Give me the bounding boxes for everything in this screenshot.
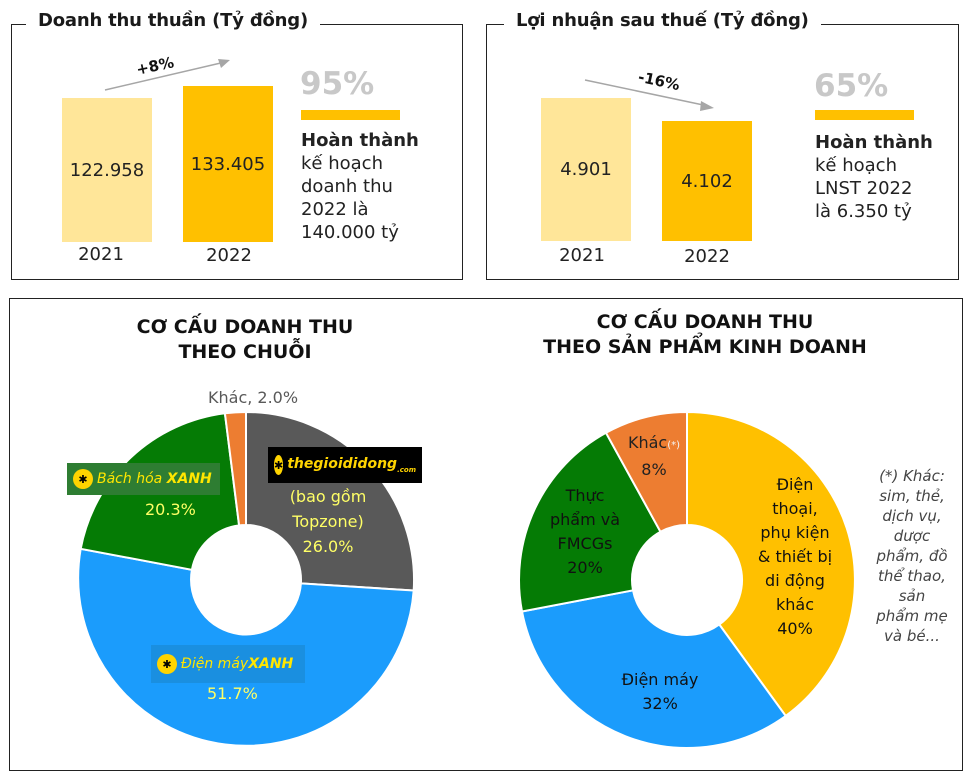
footnote-line: dược — [893, 527, 931, 545]
product-other-name: Khác — [627, 433, 668, 452]
revenue-bar-2021: 122.958 — [62, 98, 152, 242]
revenue-growth-arrow-icon — [104, 59, 230, 91]
revenue-year-2022: 2022 — [206, 245, 252, 266]
profit-year-2022: 2022 — [684, 246, 730, 267]
product-phone-line: Điện — [776, 475, 814, 494]
profit-note-line: là 6.350 tỷ — [815, 201, 912, 222]
profit-bar-2022-value: 4.102 — [681, 170, 733, 192]
tgdd-label-line: 26.0% — [302, 537, 354, 556]
tgdd-logo-text: thegioididong — [287, 456, 398, 473]
bhx-logo-text: Bách hóa — [97, 471, 163, 487]
revenue-note-line: doanh thu — [301, 176, 393, 197]
chain-chart-title-line: CƠ CẤU DOANH THU — [136, 316, 354, 338]
product-appliance-line: Điện máy — [621, 670, 699, 689]
bhx-logo-icon: ✱ — [73, 469, 93, 489]
revenue-note-line: kế hoạch — [301, 153, 383, 174]
revenue-note-line: 140.000 tỷ — [301, 222, 399, 243]
dmx-logo: ✱ Điện máyXANH — [151, 645, 305, 683]
profit-completion-note: Hoàn thành kế hoạch LNST 2022 là 6.350 t… — [815, 131, 933, 223]
chain-other-label: Khác, 2.0% — [208, 388, 299, 407]
footnote-line: sản — [898, 587, 926, 605]
chain-chart-title-line: THEO CHUỖI — [178, 341, 312, 363]
product-food-label: Thực phẩm và FMCGs 20% — [540, 484, 630, 580]
bhx-pct: 20.3% — [145, 500, 196, 519]
profit-panel-title: Lợi nhuận sau thuế (Tỷ đồng) — [504, 10, 821, 31]
product-phone-line: khác — [775, 595, 814, 614]
footnote-line: phẩm mẹ — [876, 607, 948, 625]
product-phone-line: thoại, — [772, 499, 818, 518]
profit-note-line: LNST 2022 — [815, 178, 913, 199]
product-appliance-label: Điện máy 32% — [600, 668, 720, 716]
profit-note-line: kế hoạch — [815, 155, 897, 176]
footnote-line: (*) Khác: — [879, 467, 945, 485]
revenue-panel-title: Doanh thu thuần (Tỷ đồng) — [26, 10, 320, 31]
tgdd-label-line: Topzone) — [292, 512, 364, 531]
revenue-bar-2022-value: 133.405 — [190, 153, 266, 175]
bhx-logo: ✱ Bách hóa XANH — [67, 463, 220, 495]
revenue-completion-bar — [301, 110, 400, 120]
product-other-label: Khác(*) 8% — [614, 431, 694, 482]
product-food-line: FMCGs — [557, 534, 613, 553]
footnote-line: phẩm, đồ — [876, 547, 948, 565]
profit-completion-pct: 65% — [814, 68, 889, 104]
product-food-line: phẩm và — [549, 510, 621, 529]
bhx-logo-text-bold: XANH — [166, 471, 212, 487]
product-phone-line: & thiết bị — [757, 547, 833, 566]
footnote-line: sim, thẻ, — [879, 487, 945, 505]
footnote-line: và bé... — [884, 627, 940, 645]
product-phone-line: phụ kiện — [760, 523, 830, 542]
product-other-mark: (*) — [667, 440, 681, 451]
revenue-note-line: 2022 là — [301, 199, 369, 220]
revenue-note-bold: Hoàn thành — [301, 130, 419, 151]
product-chart-title-line: THEO SẢN PHẨM KINH DOANH — [543, 336, 867, 358]
profit-note-bold: Hoàn thành — [815, 132, 933, 153]
product-appliance-line: 32% — [642, 694, 678, 713]
dmx-logo-text-bold: XANH — [248, 656, 294, 672]
product-food-line: 20% — [567, 558, 603, 577]
revenue-bar-2021-value: 122.958 — [69, 159, 145, 181]
revenue-bar-2022: 133.405 — [183, 86, 273, 242]
profit-bar-2021-value: 4.901 — [560, 159, 612, 180]
product-chart-title-line: CƠ CẤU DOANH THU — [596, 311, 814, 333]
revenue-completion-pct: 95% — [300, 66, 375, 102]
dmx-pct: 51.7% — [207, 684, 258, 703]
dmx-logo-icon: ✱ — [157, 654, 177, 674]
footnote-line: dịch vụ, — [882, 507, 942, 525]
tgdd-logo-sub: .com — [397, 465, 416, 474]
profit-decline-arrow-icon — [584, 79, 714, 111]
dmx-logo-text: Điện máy — [181, 656, 249, 672]
revenue-structure-panel — [9, 298, 963, 771]
tgdd-label: (bao gồm Topzone) 26.0% — [268, 484, 388, 559]
product-footnote: (*) Khác: sim, thẻ, dịch vụ, dược phẩm, … — [862, 466, 962, 646]
profit-year-2021: 2021 — [559, 245, 605, 266]
chain-chart-title: CƠ CẤU DOANH THU THEO CHUỖI — [60, 315, 430, 365]
product-phone-line: di động — [765, 571, 825, 590]
footnote-line: thể thao, — [878, 567, 946, 585]
profit-bar-2022: 4.102 — [662, 121, 752, 241]
product-chart-title: CƠ CẤU DOANH THU THEO SẢN PHẨM KINH DOAN… — [505, 310, 905, 360]
tgdd-label-line: (bao gồm — [289, 487, 367, 506]
tgdd-logo: ✱ thegioididong.com — [268, 447, 422, 483]
profit-completion-bar — [815, 110, 914, 120]
product-food-line: Thực — [565, 486, 605, 505]
revenue-completion-note: Hoàn thành kế hoạch doanh thu 2022 là 14… — [301, 129, 419, 244]
tgdd-logo-icon: ✱ — [274, 455, 284, 475]
product-other-pct: 8% — [641, 460, 667, 479]
product-phone-line: 40% — [777, 619, 813, 638]
profit-bar-2021: 4.901 — [541, 98, 631, 241]
revenue-year-2021: 2021 — [78, 244, 124, 265]
product-phone-label: Điện thoại, phụ kiện & thiết bị di động … — [740, 473, 850, 641]
